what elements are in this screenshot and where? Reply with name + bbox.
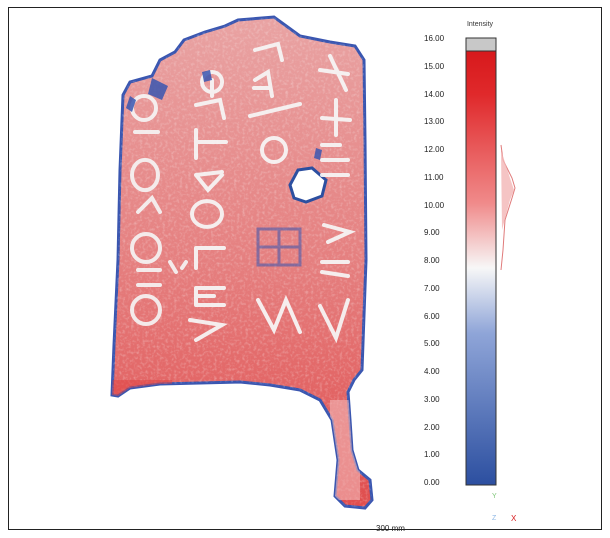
legend-tick-label: 8.00 [424,256,440,265]
axis-x-label: X [511,514,517,523]
legend-tick-label: 3.00 [424,394,440,404]
legend-tick-label: 10.00 [424,200,445,210]
axis-y-label: Y [492,493,497,500]
legend-tick-label: 5.00 [424,339,440,349]
legend-title: Intensity [466,21,494,28]
legend-tick-label: 7.00 [424,283,440,293]
legend-tick-label: 15.00 [424,61,445,71]
legend-tick-label: 13.00 [424,117,445,127]
scale-label: 300 mm [376,524,405,533]
axis-z-label: Z [492,515,497,522]
inscription-column-left [130,94,188,326]
legend-tick-label: 9.00 [424,228,440,238]
legend-tick-label: 4.00 [424,367,440,376]
intensity-color-bar [465,37,497,486]
legend-tick-label: 14.00 [424,89,445,99]
legend-tick-label: 0.00 [424,478,440,487]
inscription-column-middle [188,70,228,342]
inscription-column-center [256,227,302,267]
inscription-column-right [318,54,356,344]
axis-triad: Y Z X [492,493,517,523]
stone-model [110,15,374,510]
stone-hole [288,166,328,204]
legend-tick-label: 2.00 [424,422,440,432]
legend-tick-label: 6.00 [424,311,440,321]
legend-tick-label: 11.00 [424,172,444,182]
legend-tick-label: 1.00 [424,450,440,460]
groove-accents [126,70,322,160]
legend-tick-label: 12.00 [424,145,445,154]
intensity-histogram [500,144,516,271]
legend-tick-label: 16.00 [424,34,445,43]
